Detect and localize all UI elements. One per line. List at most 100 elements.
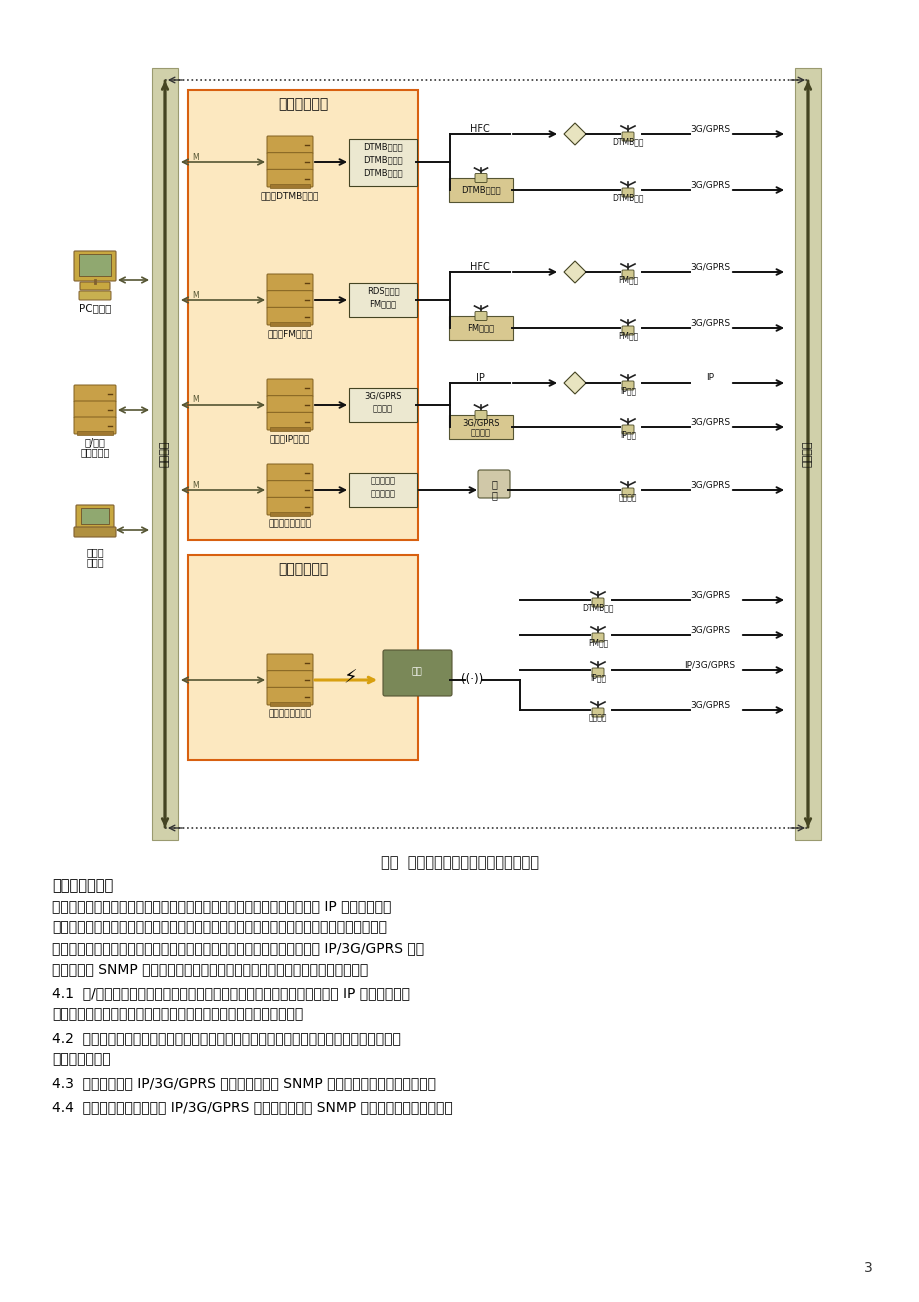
Text: 笔记本: 笔记本: [86, 547, 104, 557]
Text: 星: 星: [491, 490, 496, 500]
Text: 4.3  终端设备利用 IP/3G/GPRS 等通讯网络通过 SNMP 协议回传数据给网管服务器；: 4.3 终端设备利用 IP/3G/GPRS 等通讯网络通过 SNMP 协议回传数…: [52, 1075, 436, 1090]
Text: DTMB发射机: DTMB发射机: [460, 185, 500, 194]
FancyBboxPatch shape: [474, 173, 486, 182]
Text: 3: 3: [863, 1262, 871, 1275]
Text: DTMB终端: DTMB终端: [611, 194, 643, 203]
Text: 卫: 卫: [491, 479, 496, 490]
Text: 4.1  省/市网管服务器与各县网关实现统一接口规范和传输协议规范，通过 IP 网络实现网管: 4.1 省/市网管服务器与各县网关实现统一接口规范和传输协议规范，通过 IP 网…: [52, 986, 410, 1000]
Text: 网关（车载网络）: 网关（车载网络）: [268, 710, 312, 719]
Polygon shape: [563, 372, 585, 395]
Text: IP: IP: [475, 372, 484, 383]
FancyBboxPatch shape: [267, 169, 312, 187]
Text: DTMB调制器: DTMB调制器: [363, 168, 403, 177]
Text: 通讯网络: 通讯网络: [471, 428, 491, 437]
FancyBboxPatch shape: [621, 424, 633, 434]
Bar: [77, 431, 113, 435]
FancyBboxPatch shape: [79, 292, 111, 299]
FancyBboxPatch shape: [382, 650, 451, 697]
Bar: [269, 702, 310, 706]
Text: 3G/GPRS: 3G/GPRS: [461, 418, 499, 427]
FancyBboxPatch shape: [348, 283, 416, 316]
FancyBboxPatch shape: [591, 633, 604, 642]
Bar: [269, 427, 310, 431]
Text: HFC: HFC: [470, 124, 489, 134]
FancyBboxPatch shape: [267, 413, 312, 430]
Text: IP/3G/GPRS: IP/3G/GPRS: [684, 660, 735, 669]
Text: 卫星终端: 卫星终端: [588, 713, 607, 723]
FancyBboxPatch shape: [267, 379, 312, 397]
FancyBboxPatch shape: [267, 497, 312, 516]
Text: RDS编码器: RDS编码器: [367, 286, 399, 296]
Text: 固定传输网络: 固定传输网络: [278, 98, 328, 111]
Text: 通讯网络: 通讯网络: [372, 405, 392, 414]
Text: 网络，运用 SNMP 协议直接和终端通信，实现控制和获取终端设备状态信息等。: 网络，运用 SNMP 协议直接和终端通信，实现控制和获取终端设备状态信息等。: [52, 962, 368, 976]
Text: 图二  多网络结构广播系统管理网络框图: 图二 多网络结构广播系统管理网络框图: [380, 855, 539, 870]
Text: 相应终端设备；: 相应终端设备；: [52, 1052, 110, 1066]
Bar: [79, 254, 111, 276]
Text: 网络网关接口，网络网关在收到上级网管指令后，解析指令，并通过各自网络和协议管理和: 网络网关接口，网络网关在收到上级网管指令后，解析指令，并通过各自网络和协议管理和: [52, 921, 387, 934]
Bar: [269, 184, 310, 187]
Text: 卫星终端: 卫星终端: [618, 493, 637, 503]
Text: 网管接口: 网管接口: [160, 441, 170, 467]
Text: 3G/GPRS: 3G/GPRS: [689, 480, 730, 490]
FancyBboxPatch shape: [267, 464, 312, 482]
FancyBboxPatch shape: [74, 527, 116, 536]
Text: DTMB终端: DTMB终端: [611, 138, 643, 147]
FancyBboxPatch shape: [267, 687, 312, 704]
Text: 3G/GPRS: 3G/GPRS: [689, 418, 730, 427]
FancyBboxPatch shape: [591, 668, 604, 677]
Text: FM终端: FM终端: [618, 276, 638, 285]
Text: 3G/GPRS: 3G/GPRS: [689, 700, 730, 710]
Text: FM终端: FM终端: [587, 638, 607, 647]
Text: DTMB编码器: DTMB编码器: [363, 142, 403, 151]
Text: 3G/GPRS: 3G/GPRS: [364, 392, 402, 401]
Text: 3G/GPRS: 3G/GPRS: [689, 625, 730, 634]
Text: 网关（IP网络）: 网关（IP网络）: [269, 435, 310, 444]
Text: 3G/GPRS: 3G/GPRS: [689, 125, 730, 134]
FancyBboxPatch shape: [267, 152, 312, 171]
Text: 网关（FM网络）: 网关（FM网络）: [267, 329, 312, 339]
Text: 上图展示了在省、市、县和多网络结构广播系统中，上级网管服务器通过 IP 网络调用各县: 上图展示了在省、市、县和多网络结构广播系统中，上级网管服务器通过 IP 网络调用…: [52, 898, 391, 913]
FancyBboxPatch shape: [621, 488, 633, 497]
FancyBboxPatch shape: [74, 417, 116, 434]
FancyBboxPatch shape: [621, 326, 633, 335]
Text: ⚡: ⚡: [343, 668, 357, 687]
FancyBboxPatch shape: [187, 555, 417, 760]
FancyBboxPatch shape: [267, 480, 312, 499]
Text: PC浏览器: PC浏览器: [79, 303, 111, 312]
FancyBboxPatch shape: [448, 316, 513, 340]
FancyBboxPatch shape: [267, 290, 312, 309]
Text: 移动传输网络: 移动传输网络: [278, 562, 328, 575]
FancyBboxPatch shape: [621, 270, 633, 279]
Text: 控制相应的终端设备。上级网管服务器与各县和各网络终端设备之间利用 IP/3G/GPRS 通信: 控制相应的终端设备。上级网管服务器与各县和各网络终端设备之间利用 IP/3G/G…: [52, 941, 424, 954]
FancyBboxPatch shape: [448, 415, 513, 439]
Text: DTMB复用器: DTMB复用器: [363, 155, 403, 164]
Text: IP终端: IP终端: [619, 431, 635, 440]
Text: M: M: [192, 290, 199, 299]
Text: IP终端: IP终端: [619, 387, 635, 396]
FancyBboxPatch shape: [591, 598, 604, 607]
Text: 浏览器: 浏览器: [86, 557, 104, 566]
FancyBboxPatch shape: [267, 307, 312, 326]
FancyBboxPatch shape: [267, 396, 312, 413]
FancyBboxPatch shape: [267, 654, 312, 672]
FancyBboxPatch shape: [74, 401, 116, 418]
Text: ((·)): ((·)): [460, 673, 482, 686]
Text: 网关（卫星网络）: 网关（卫星网络）: [268, 519, 312, 529]
Text: FM终端: FM终端: [618, 332, 638, 341]
FancyBboxPatch shape: [267, 273, 312, 292]
FancyBboxPatch shape: [478, 470, 509, 497]
Text: 网管接口: 网管接口: [802, 441, 812, 467]
FancyBboxPatch shape: [348, 138, 416, 185]
Bar: [269, 512, 310, 516]
Bar: [81, 508, 108, 523]
Text: 网管服务器: 网管服务器: [80, 447, 109, 457]
FancyBboxPatch shape: [348, 473, 416, 506]
FancyBboxPatch shape: [348, 388, 416, 422]
FancyBboxPatch shape: [794, 68, 820, 840]
Bar: [269, 322, 310, 326]
FancyBboxPatch shape: [80, 283, 110, 290]
Text: 4.2  各县网关主要功能是解析中心的网管服务器下发的控制指令信息，并通过各自网络控制: 4.2 各县网关主要功能是解析中心的网管服务器下发的控制指令信息，并通过各自网络…: [52, 1031, 401, 1046]
Text: 3G/GPRS: 3G/GPRS: [689, 181, 730, 190]
FancyBboxPatch shape: [152, 68, 177, 840]
